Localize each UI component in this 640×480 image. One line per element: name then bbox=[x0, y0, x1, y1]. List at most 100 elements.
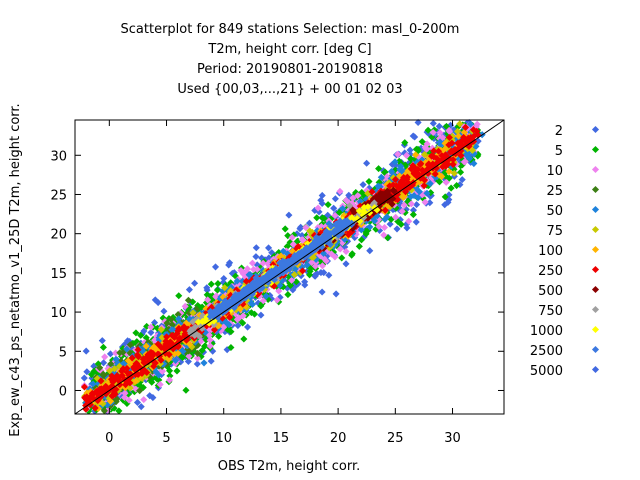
scatter-point bbox=[211, 263, 220, 271]
scatter-point bbox=[320, 214, 328, 222]
scatter-point bbox=[331, 211, 339, 220]
scatter-point bbox=[342, 196, 350, 204]
scatter-point bbox=[286, 281, 294, 290]
scatter-point bbox=[193, 354, 201, 362]
scatter-point bbox=[393, 225, 401, 233]
scatter-point bbox=[380, 223, 389, 232]
scatter-points bbox=[80, 118, 486, 415]
scatter-point bbox=[436, 129, 444, 137]
scatter-point bbox=[175, 292, 183, 300]
scatter-point bbox=[227, 343, 235, 352]
scatter-point bbox=[207, 280, 215, 288]
scatter-point bbox=[247, 309, 255, 317]
scatter-point bbox=[318, 191, 326, 199]
scatter-point bbox=[288, 276, 296, 284]
title-line-3: Period: 20190801-20190818 bbox=[196, 62, 384, 77]
scatter-point bbox=[214, 280, 222, 288]
scatter-point bbox=[365, 178, 373, 186]
scatter-point bbox=[314, 204, 322, 212]
scatter-point bbox=[348, 250, 356, 258]
title-line-2: T2m, height corr. [deg C] bbox=[208, 42, 372, 57]
scatter-point bbox=[318, 262, 327, 270]
scatter-point bbox=[185, 286, 193, 294]
scatter-point bbox=[99, 343, 107, 351]
scatter-point bbox=[182, 386, 190, 394]
scatter-point bbox=[457, 168, 465, 176]
scatter-point bbox=[397, 220, 405, 228]
scatter-point bbox=[253, 265, 261, 273]
scatter-point bbox=[166, 367, 174, 375]
chart-title: Scatterplot for 849 stations Selection: … bbox=[0, 20, 580, 100]
scatter-point bbox=[406, 146, 414, 154]
scatter-point bbox=[386, 220, 394, 228]
scatter-point bbox=[288, 233, 296, 242]
scatter-point bbox=[409, 206, 418, 214]
scatter-point bbox=[83, 368, 91, 376]
scatter-point bbox=[281, 225, 289, 233]
scatter-point bbox=[338, 254, 346, 262]
scatter-point bbox=[154, 299, 162, 307]
scatter-point bbox=[193, 360, 201, 368]
scatter-point bbox=[359, 181, 367, 189]
scatter-point bbox=[330, 204, 338, 212]
scatter-point bbox=[132, 329, 140, 337]
scatter-point bbox=[265, 244, 273, 252]
scatter-point bbox=[305, 219, 313, 227]
scatter-point bbox=[166, 376, 174, 384]
scatter-point bbox=[147, 323, 155, 331]
scatter-point bbox=[311, 272, 319, 280]
scatter-point bbox=[203, 291, 211, 299]
scatter-point bbox=[445, 174, 453, 182]
scatter-point bbox=[331, 195, 339, 203]
scatter-point bbox=[441, 201, 449, 209]
scatter-point bbox=[252, 253, 260, 261]
scatter-point bbox=[234, 322, 242, 330]
scatter-point bbox=[225, 261, 233, 269]
scatter-point bbox=[239, 319, 247, 327]
scatter-point bbox=[424, 126, 432, 134]
scatter-point bbox=[98, 337, 106, 345]
title-line-4: Used {00,03,...,21} + 00 01 02 03 bbox=[177, 82, 403, 97]
scatter-point bbox=[213, 286, 222, 294]
scatter-point bbox=[357, 236, 366, 244]
scatter-point bbox=[201, 342, 209, 350]
scatter-point bbox=[257, 302, 265, 310]
scatter-point bbox=[313, 214, 321, 222]
scatter-point bbox=[411, 133, 419, 141]
scatter-point bbox=[257, 311, 265, 319]
scatter-point bbox=[166, 372, 174, 380]
scatter-point bbox=[202, 336, 210, 344]
scatter-point bbox=[366, 247, 374, 255]
scatter-point bbox=[137, 403, 145, 411]
scatter-point bbox=[398, 207, 406, 215]
scatter-point bbox=[207, 357, 215, 365]
scatter-point bbox=[215, 332, 223, 340]
scatter-point bbox=[414, 118, 422, 126]
scatter-point bbox=[147, 329, 155, 337]
scatter-point bbox=[324, 201, 332, 209]
scatter-point bbox=[306, 271, 314, 279]
scatter-point bbox=[143, 322, 151, 330]
scatter-point bbox=[140, 327, 148, 335]
scatter-point bbox=[460, 158, 468, 166]
scatter-point bbox=[156, 380, 164, 389]
scatter-point bbox=[106, 350, 115, 358]
scatter-point bbox=[206, 342, 214, 350]
scatter-point bbox=[435, 122, 443, 130]
scatter-point bbox=[203, 284, 211, 292]
scatter-point bbox=[413, 201, 421, 209]
scatter-point bbox=[407, 155, 415, 163]
scatter-point bbox=[325, 271, 333, 279]
scatter-point bbox=[412, 218, 420, 226]
scatter-point bbox=[301, 281, 309, 289]
scatter-point bbox=[101, 353, 109, 361]
scatter-point bbox=[133, 398, 142, 406]
scatter-point bbox=[191, 279, 199, 287]
scatter-point bbox=[173, 367, 181, 375]
scatter-point bbox=[227, 328, 235, 336]
scatter-point bbox=[375, 165, 383, 173]
scatter-point bbox=[453, 182, 461, 190]
scatter-point bbox=[342, 260, 350, 268]
scatter-point bbox=[401, 139, 409, 147]
scatter-point bbox=[380, 231, 388, 239]
